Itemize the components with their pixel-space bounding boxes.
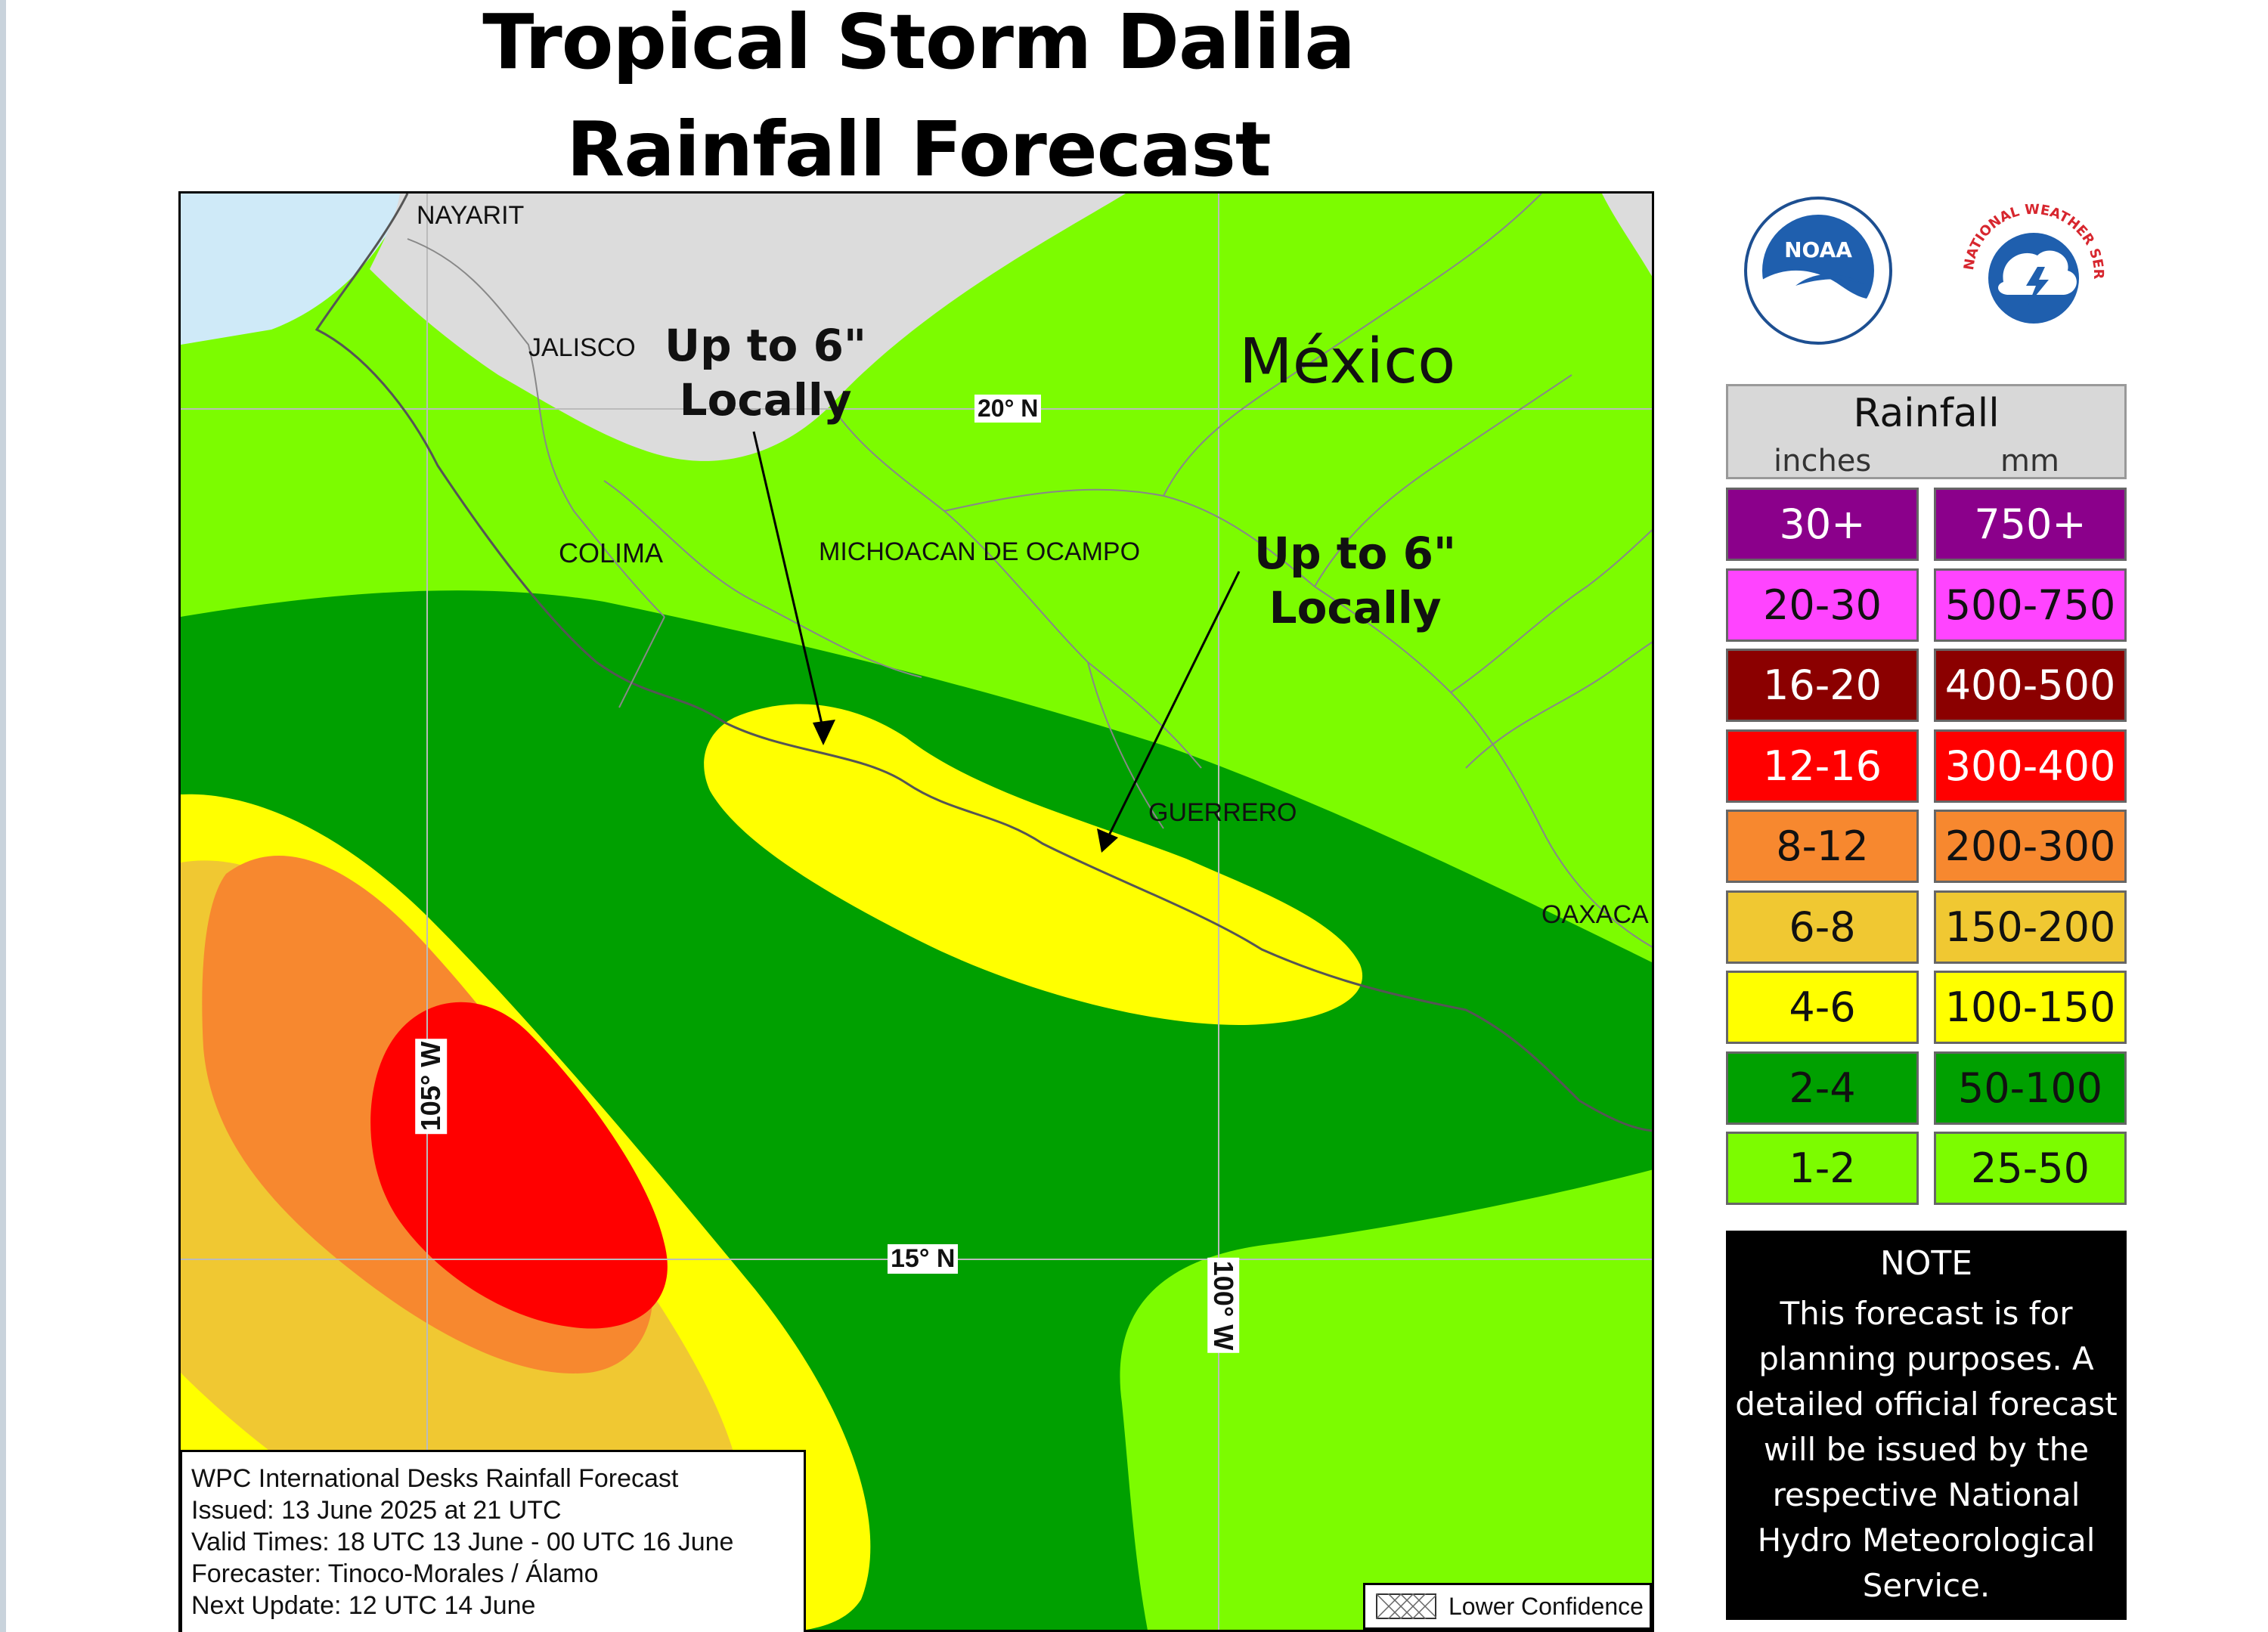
- map-graphics: [181, 194, 1652, 1630]
- legend-header: Rainfall inches mm: [1726, 384, 2127, 479]
- legend-unit-mm: mm: [2000, 444, 2059, 478]
- annotation-arrow-1: [752, 431, 825, 731]
- legend-swatch-mm: 500-750: [1934, 568, 2127, 642]
- noaa-logo: NOAA: [1743, 195, 1894, 346]
- legend-swatch-inches: 16-20: [1726, 649, 1919, 722]
- annotation-arrowhead-2: [1097, 828, 1118, 853]
- note-line-4: will be issued by the: [1763, 1431, 2090, 1468]
- country-label: México: [1239, 326, 1456, 398]
- legend-title: Rainfall: [1853, 391, 2000, 436]
- note-title: NOTE: [1879, 1244, 1973, 1283]
- legend-swatch-mm: 150-200: [1934, 890, 2127, 964]
- info-line-4: Forecaster: Tinoco-Morales / Álamo: [191, 1559, 599, 1588]
- legend-swatch-mm: 400-500: [1934, 649, 2127, 722]
- annotation-2: Up to 6" Locally: [1254, 526, 1456, 635]
- info-line-3: Valid Times: 18 UTC 13 June - 00 UTC 16 …: [191, 1528, 734, 1556]
- rainfall-map: NAYARIT JALISCO COLIMA MICHOACAN DE OCAM…: [178, 191, 1654, 1632]
- state-label-oaxaca: OAXACA: [1541, 900, 1649, 929]
- legend-swatch-mm: 25-50: [1934, 1132, 2127, 1205]
- legend-swatch-mm: 100-150: [1934, 971, 2127, 1044]
- note-line-5: respective National: [1772, 1476, 2081, 1513]
- info-line-1: WPC International Desks Rainfall Forecas…: [191, 1464, 679, 1493]
- state-label-nayarit: NAYARIT: [417, 201, 525, 230]
- title-line-1: Tropical Storm Dalila: [482, 0, 1356, 86]
- no-rain-land-east: [1602, 194, 1652, 277]
- legend-swatch-inches: 30+: [1726, 488, 1919, 561]
- title-line-2: Rainfall Forecast: [566, 105, 1272, 194]
- legend-unit-inches: inches: [1774, 444, 1872, 478]
- annotation-1-line-1: Up to 6": [665, 320, 867, 371]
- annotation-2-line-2: Locally: [1269, 582, 1442, 633]
- annotation-2-line-1: Up to 6": [1254, 528, 1457, 579]
- legend-swatch-inches: 12-16: [1726, 729, 1919, 803]
- state-borders: [407, 194, 1652, 948]
- lon-100-label: 100° W: [1207, 1257, 1240, 1354]
- state-label-colima: COLIMA: [559, 537, 664, 568]
- lat-20-label: 20° N: [974, 395, 1042, 423]
- nws-icon: NATIONAL WEATHER SERVICE: [1949, 183, 2109, 350]
- coastline: [314, 194, 1652, 1132]
- legend-swatch-mm: 50-100: [1934, 1051, 2127, 1125]
- lon-105-label: 105° W: [415, 1038, 448, 1135]
- lower-confidence-legend: Lower Confidence: [1363, 1583, 1652, 1630]
- state-label-michoacan: MICHOACAN DE OCAMPO: [819, 537, 1141, 566]
- svg-text:NOAA: NOAA: [1784, 237, 1852, 262]
- note-line-1: This forecast is for: [1780, 1295, 2073, 1332]
- legend-swatch-inches: 20-30: [1726, 568, 1919, 642]
- state-label-guerrero: GUERRERO: [1148, 798, 1297, 827]
- state-label-jalisco: JALISCO: [528, 333, 636, 362]
- info-line-2: Issued: 13 June 2025 at 21 UTC: [191, 1496, 562, 1525]
- lat-15-label: 15° N: [888, 1244, 959, 1274]
- note-box: NOTE This forecast is for planning purpo…: [1726, 1231, 2127, 1620]
- forecast-info-box: WPC International Desks Rainfall Forecas…: [180, 1450, 806, 1632]
- note-line-6: Hydro Meteorological: [1757, 1522, 2096, 1559]
- rain-4-6-area-coast: [704, 704, 1363, 1025]
- legend-swatch-mm: 300-400: [1934, 729, 2127, 803]
- window-edge: [0, 0, 6, 1632]
- rain-1-2-area-south: [1120, 1169, 1652, 1630]
- note-line-3: detailed official forecast: [1735, 1386, 2118, 1423]
- annotation-arrowhead-1: [813, 720, 835, 745]
- legend-swatch-inches: 1-2: [1726, 1132, 1919, 1205]
- info-line-5: Next Update: 12 UTC 14 June: [191, 1591, 536, 1620]
- annotation-arrow-2: [1105, 571, 1241, 841]
- legend-swatch-inches: 8-12: [1726, 810, 1919, 883]
- note-line-7: Service.: [1862, 1567, 1991, 1604]
- note-line-2: planning purposes. A: [1758, 1340, 2094, 1377]
- nws-logo: NATIONAL WEATHER SERVICE: [1949, 183, 2113, 354]
- legend-swatch-mm: 750+: [1934, 488, 2127, 561]
- noaa-icon: NOAA: [1744, 197, 1892, 345]
- annotation-1-line-2: Locally: [679, 374, 852, 426]
- hatch-swatch-icon: [1376, 1593, 1436, 1619]
- ocean-area: [181, 194, 407, 345]
- legend-swatch-inches: 6-8: [1726, 890, 1919, 964]
- no-rain-land-north: [370, 194, 1126, 461]
- legend-swatch-inches: 4-6: [1726, 971, 1919, 1044]
- annotation-1: Up to 6" Locally: [665, 318, 866, 427]
- legend-swatch-inches: 2-4: [1726, 1051, 1919, 1125]
- lower-confidence-label: Lower Confidence: [1448, 1592, 1644, 1620]
- legend-swatch-mm: 200-300: [1934, 810, 2127, 883]
